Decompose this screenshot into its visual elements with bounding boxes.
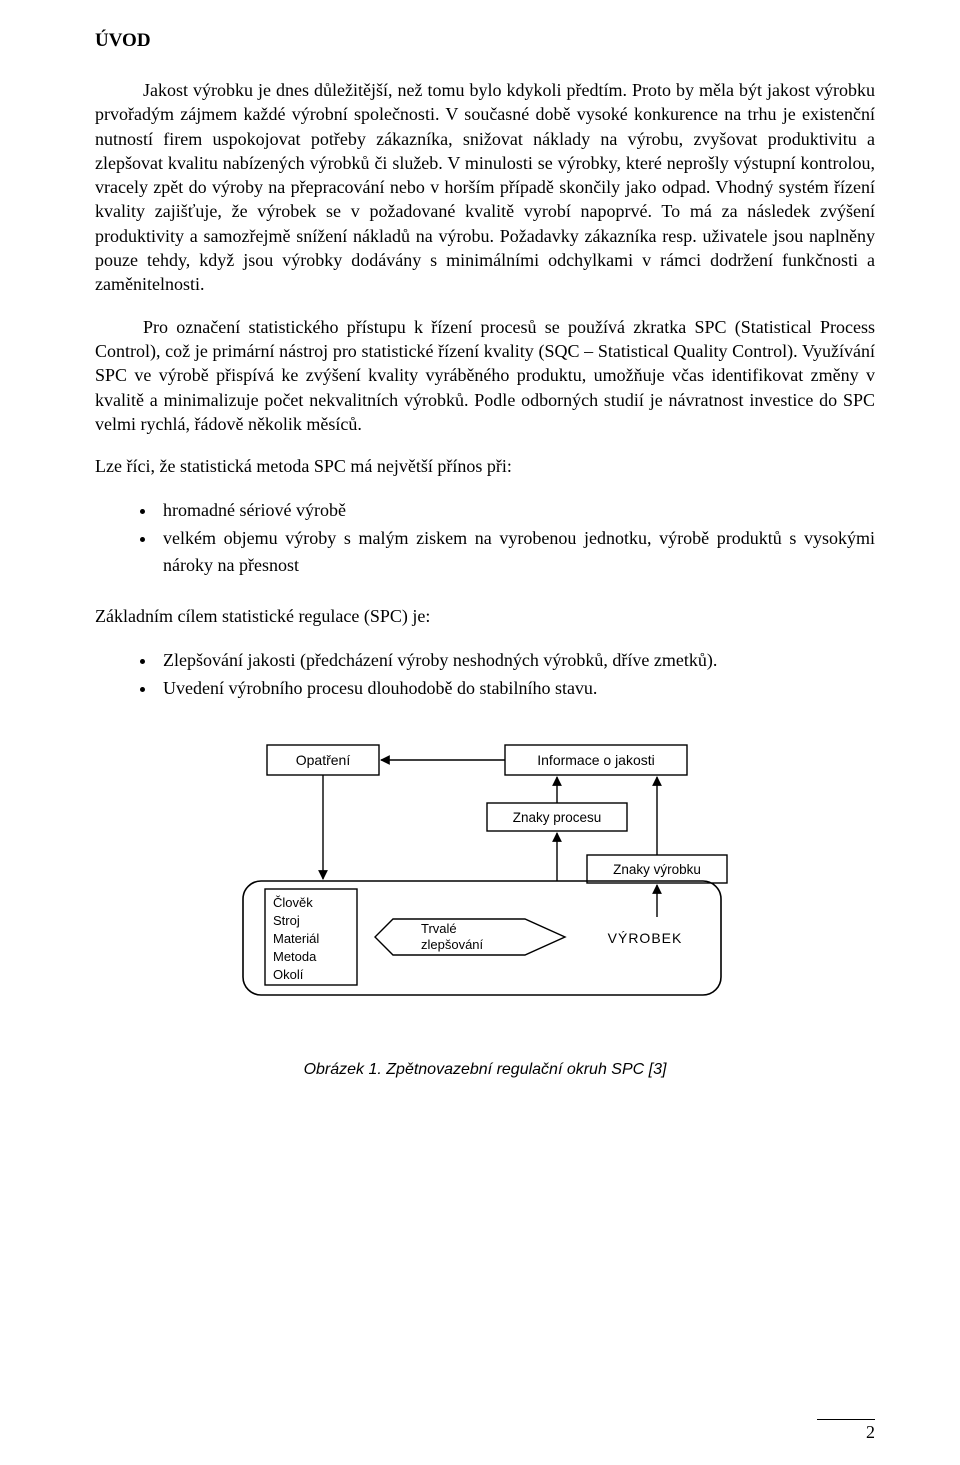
page-title: ÚVOD — [95, 30, 875, 52]
node-znaky-vyrobku-label: Znaky výrobku — [613, 862, 701, 877]
node-opatreni-label: Opatření — [296, 752, 351, 768]
node-informace-label: Informace o jakosti — [537, 752, 655, 768]
page-number: 2 — [817, 1419, 875, 1443]
list-item: velkém objemu výroby s malým ziskem na v… — [157, 525, 875, 577]
lead-1: Lze říci, že statistická metoda SPC má n… — [95, 454, 875, 479]
node-znaky-procesu-label: Znaky procesu — [513, 810, 602, 825]
list-item: Uvedení výrobního procesu dlouhodobě do … — [157, 675, 875, 701]
lead-2: Základním cílem statistické regulace (SP… — [95, 604, 875, 629]
paragraph-2: Pro označení statistického přístupu k ří… — [95, 315, 875, 436]
list-item: hromadné sériové výrobě — [157, 497, 875, 523]
inputs-line-1: Stroj — [273, 913, 300, 928]
list-item: Zlepšování jakosti (předcházení výroby n… — [157, 647, 875, 673]
inputs-line-3: Metoda — [273, 949, 317, 964]
paragraph-1: Jakost výrobku je dnes důležitější, než … — [95, 78, 875, 297]
trvale-line-0: Trvalé — [421, 921, 457, 936]
list-1: hromadné sériové výrobě velkém objemu vý… — [95, 497, 875, 577]
feedback-loop-diagram: Opatření Informace o jakosti Znaky proce… — [225, 731, 745, 1011]
inputs-line-2: Materiál — [273, 931, 319, 946]
inputs-line-0: Člověk — [273, 895, 313, 910]
inputs-line-4: Okolí — [273, 967, 304, 982]
trvale-line-1: zlepšování — [421, 937, 484, 952]
figure-caption: Obrázek 1. Zpětnovazební regulační okruh… — [95, 1061, 875, 1079]
node-vyrobek-label: VÝROBEK — [608, 930, 683, 946]
list-2: Zlepšování jakosti (předcházení výroby n… — [95, 647, 875, 701]
